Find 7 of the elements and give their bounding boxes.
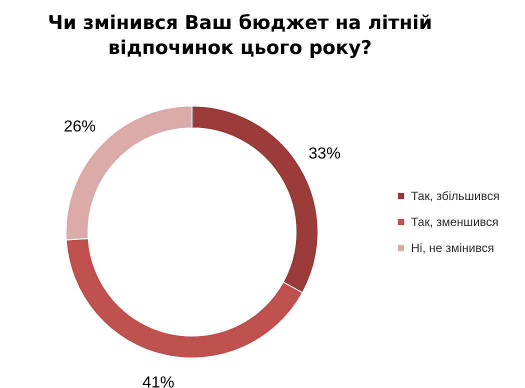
- data-label: 26%: [64, 118, 96, 136]
- legend-label: Ні, не змінився: [411, 241, 494, 255]
- legend-label: Так, зменшився: [411, 215, 499, 229]
- legend-label: Так, збільшився: [411, 189, 500, 203]
- data-label: 41%: [142, 374, 174, 388]
- chart-title: Чи змінився Ваш бюджет на літній відпочинок цього року?: [48, 12, 432, 59]
- data-label: 33%: [308, 146, 341, 163]
